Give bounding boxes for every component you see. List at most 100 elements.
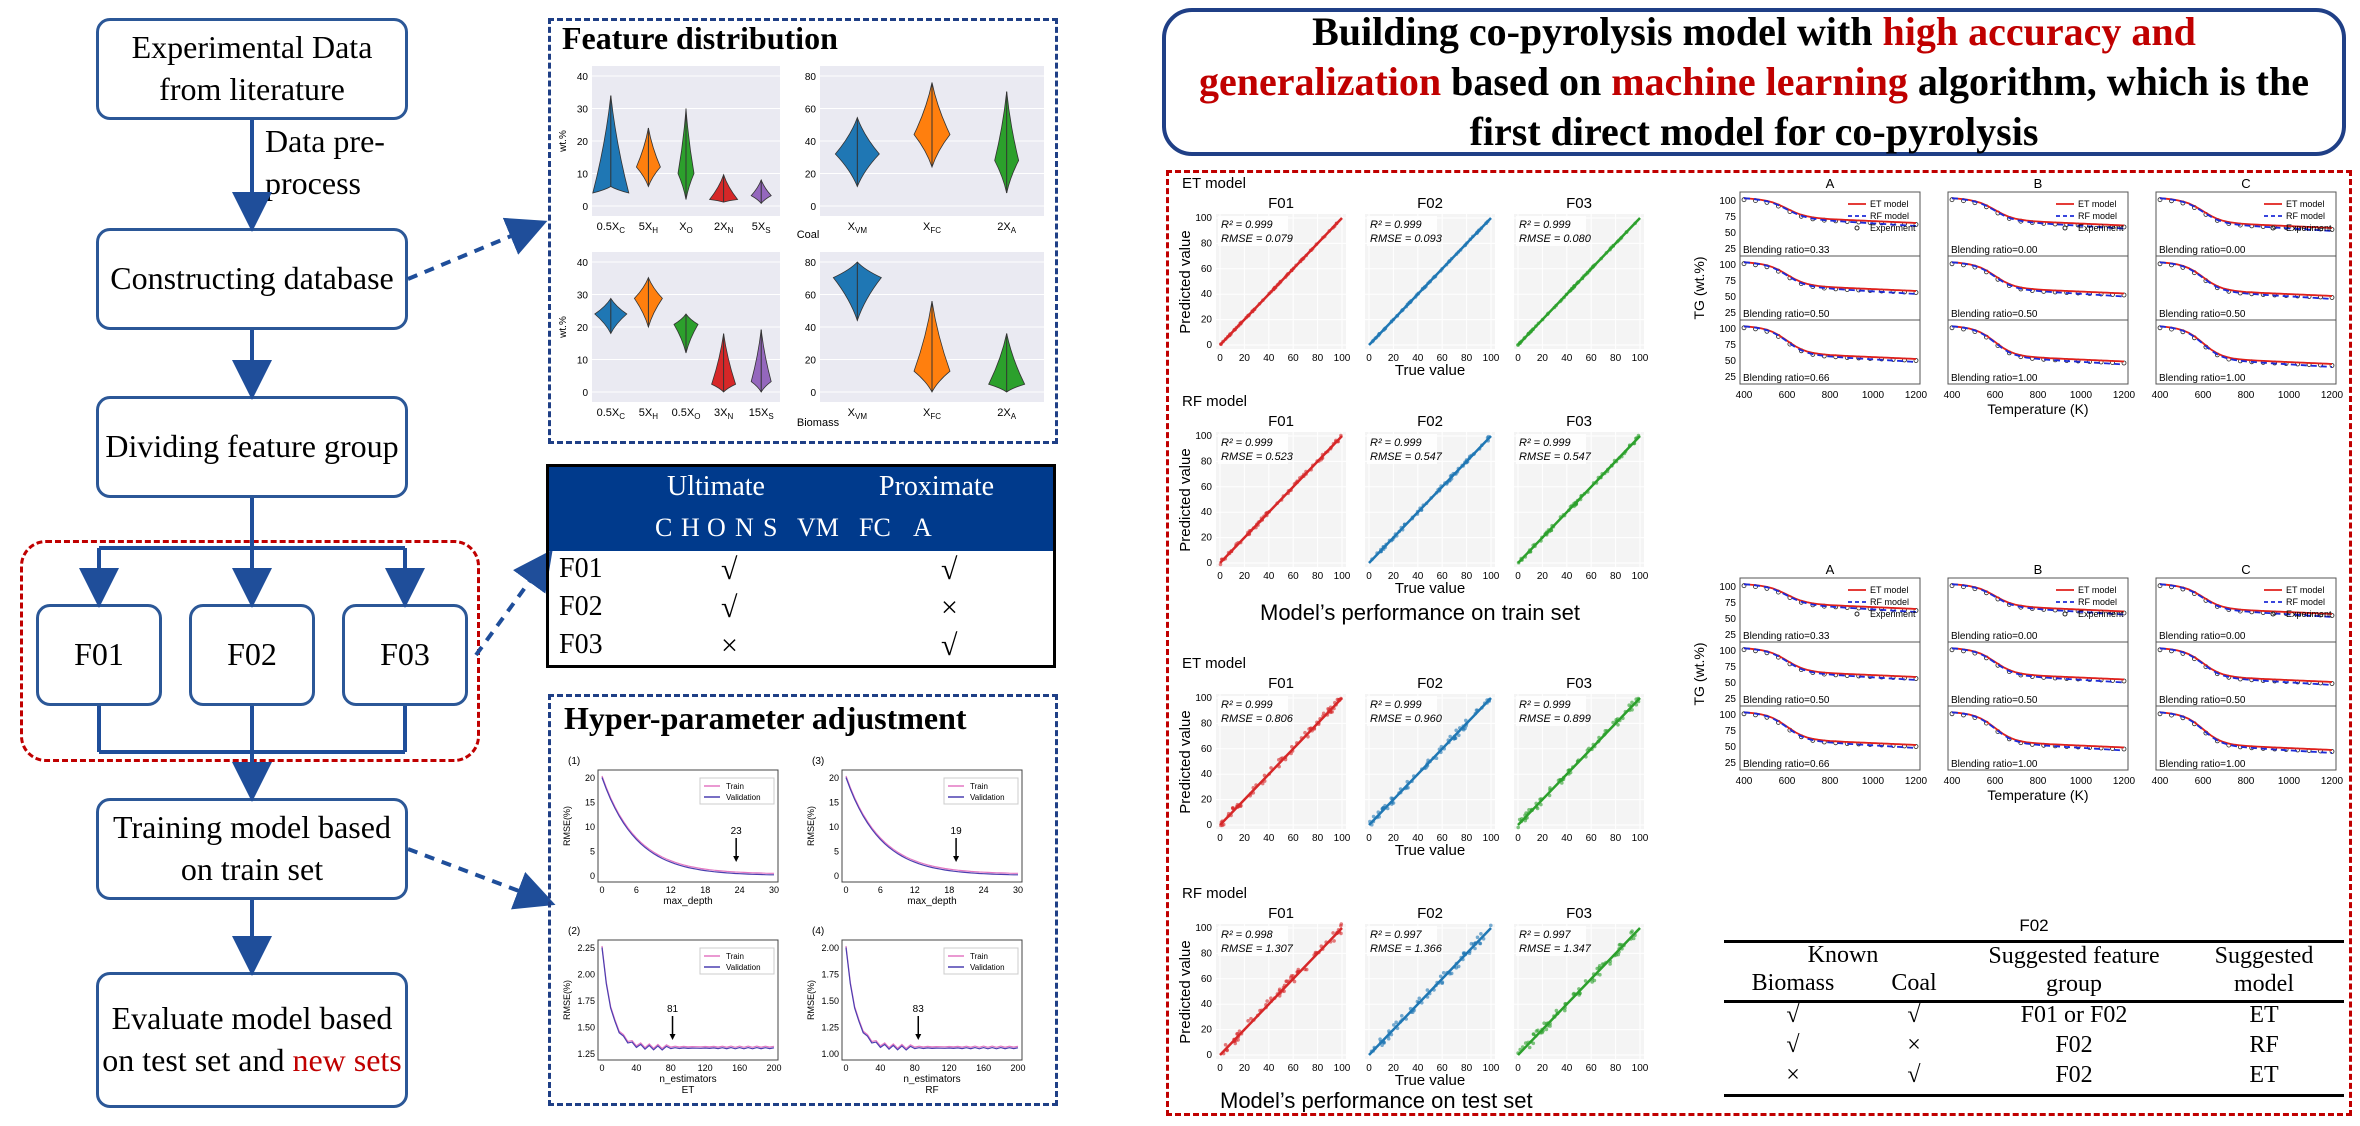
- et-model-curve: [1743, 711, 1917, 746]
- validation-curve: [845, 947, 1019, 1051]
- x-tick-label: 2XA: [997, 221, 1016, 235]
- scatter-point: [1441, 971, 1446, 975]
- y-tick-label: 1.25: [577, 1049, 595, 1059]
- x-tick-label: 60: [1437, 571, 1449, 582]
- x-tick-label: 20: [1239, 833, 1251, 844]
- x-tick-label: 400: [1944, 776, 1961, 787]
- tg-column-title: C: [2241, 176, 2250, 191]
- x-tick-label: 0: [1515, 571, 1521, 582]
- x-tick-label: 20: [1239, 571, 1251, 582]
- coal-label: Coal: [797, 229, 820, 241]
- model-label: RF model: [1182, 885, 1247, 902]
- feature-table-columns: C H O N S VM FC A: [549, 513, 1053, 549]
- et-model-curve: [2159, 325, 2333, 365]
- panel-title: F03: [1566, 195, 1592, 212]
- x-tick-label: 12: [910, 885, 920, 895]
- x-tick-label: 100: [1334, 571, 1351, 582]
- panel-title: F02: [1417, 195, 1443, 212]
- x-tick-label: 800: [2030, 390, 2047, 401]
- scatter-point: [1303, 730, 1307, 735]
- metric-box: [1218, 926, 1288, 956]
- scatter-point: [1598, 972, 1602, 977]
- rf-model-curve: [2159, 583, 2333, 618]
- scatter-point: [1400, 1014, 1404, 1018]
- legend-et-label: ET model: [1870, 199, 1908, 209]
- panel-title: F01: [1268, 675, 1294, 692]
- rmse-label: RMSE = 0.093: [1370, 233, 1443, 245]
- panel-title: F01: [1268, 905, 1294, 922]
- legend-experiment-swatch: [1854, 611, 1860, 617]
- legend-experiment-label: Experiment: [1870, 223, 1916, 233]
- y-tick-label: 0: [582, 202, 588, 213]
- y-tick-label: 0: [810, 388, 816, 399]
- experiment-point: [2157, 261, 2163, 267]
- tg-legend: ET model RF model Experiment: [2264, 199, 2332, 233]
- x-tick-label: 100: [1632, 571, 1649, 582]
- scatter-point: [1392, 1023, 1396, 1027]
- x-tick-label: 100: [1483, 571, 1500, 582]
- legend-experiment-label: Experiment: [2286, 609, 2332, 619]
- y-tick-label: 50: [1725, 292, 1737, 303]
- legend-experiment-label: Experiment: [1870, 609, 1916, 619]
- model-label: ET model: [1182, 175, 1246, 192]
- y-tick-label: 1.75: [821, 970, 839, 980]
- y-tick-label: 100: [1719, 710, 1736, 721]
- y-tick-label: 100: [1719, 260, 1736, 271]
- x-tick-label: 20: [1388, 1063, 1400, 1074]
- scatter-point: [1554, 1008, 1559, 1013]
- et-model-curve: [1951, 197, 2125, 227]
- model-header: Suggested model: [2214, 943, 2314, 997]
- ultimate-header: Ultimate: [667, 471, 765, 502]
- headline-box: Building co-pyrolysis model with high ac…: [1162, 8, 2346, 156]
- panel-title: F03: [1566, 413, 1592, 430]
- tg-panel: 25 50 75 100 Blending ratio=0.33 ET model RF m…: [1719, 191, 1921, 257]
- y-tick-label: 10: [829, 822, 839, 832]
- evaluate-text: Evaluate model based on test set and: [102, 1000, 393, 1078]
- y-tick-label: 50: [1725, 228, 1737, 239]
- tg-panel: Blending ratio=0.50: [1947, 255, 2129, 321]
- metric-box: [1218, 434, 1288, 464]
- flow-step-label: Experimental Data from literature: [131, 29, 373, 107]
- metric-box: [1516, 696, 1586, 726]
- x-tick-label: 0: [599, 885, 604, 895]
- x-tick-label: 600: [1987, 390, 2004, 401]
- scatter-point: [1531, 1041, 1536, 1046]
- scatter-point: [1321, 711, 1326, 716]
- y-tick-label: 0: [1206, 820, 1212, 831]
- x-tick-label: 20: [1388, 571, 1400, 582]
- parity-line: [1368, 697, 1492, 826]
- suggestion-cell-coal: √: [1907, 1062, 1921, 1088]
- scatter-point: [1440, 981, 1444, 985]
- plot-id: (1): [568, 756, 580, 767]
- scatter-point: [1478, 941, 1483, 946]
- x-axis-label: True value: [1395, 842, 1465, 859]
- x-tick-label: 40: [875, 1063, 885, 1073]
- r2-label: R² = 0.999: [1370, 437, 1422, 449]
- experiment-point: [1741, 647, 1747, 653]
- scatter-point: [1339, 922, 1344, 926]
- tg-panel: 25 50 75 100 Blending ratio=0.50: [1719, 641, 1921, 707]
- x-tick-label: 800: [1822, 776, 1839, 787]
- group-label: F01: [74, 636, 124, 673]
- x-tick-label: 60: [1288, 353, 1300, 364]
- metric-box: [1367, 696, 1437, 726]
- rmse-label: RMSE = 1.366: [1370, 943, 1443, 955]
- x-tick-label: 80: [1461, 833, 1473, 844]
- x-tick-label: 400: [2152, 390, 2169, 401]
- train-curve: [845, 775, 1018, 874]
- y-tick-label: 40: [577, 258, 589, 269]
- table-rule-top: [1724, 940, 2344, 943]
- scatter-point: [1371, 814, 1376, 819]
- y-tick-label: 50: [1725, 356, 1737, 367]
- x-tick-label: 0: [1366, 833, 1372, 844]
- feature-table: Ultimate Proximate C H O N S VM FC A F01 √ √ F02 √ ×…: [546, 464, 1056, 668]
- model-label: RF model: [1182, 393, 1247, 410]
- x-tick-label: 1200: [2321, 390, 2344, 401]
- x-tick-label: 40: [1263, 571, 1275, 582]
- x-tick-label: 40: [1561, 571, 1573, 582]
- scatter-panel: F02 0 20 40 60 80 100 R² = 0.997 RMSE = 1.366 Tru…: [1365, 905, 1500, 1089]
- x-tick-label: 80: [666, 1063, 676, 1073]
- tg-column-title: A: [1826, 562, 1835, 577]
- x-tick-label: 20: [1239, 1063, 1251, 1074]
